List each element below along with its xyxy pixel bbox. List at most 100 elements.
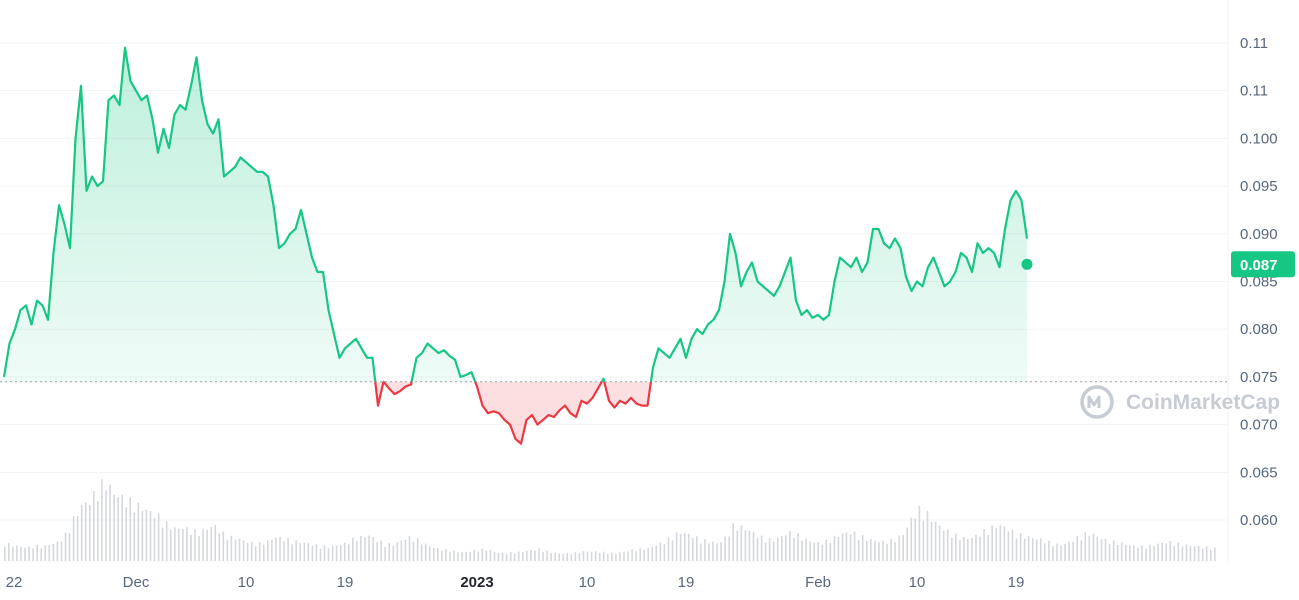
volume-bar [841,533,844,561]
volume-bar [866,541,868,561]
volume-bar [28,546,30,561]
volume-bar [348,544,350,561]
volume-bar [768,538,771,561]
volume-bar [97,501,99,561]
price-area [4,47,1027,444]
volume-bar [513,553,516,561]
volume-bar [485,550,488,561]
volume-bar [497,552,500,561]
volume-bar [837,537,840,561]
volume-bar [149,511,152,561]
volume-bar [352,537,354,561]
volume-bar [234,539,237,561]
volume-bar [186,527,188,561]
volume-bar [1092,533,1095,561]
volume-bar [1210,549,1212,561]
volume-bar [230,535,233,561]
volume-bar [878,542,880,561]
volume-bar [918,506,921,561]
volume-bar [971,538,973,561]
volume-bar [785,535,787,561]
volume-bar [611,552,613,561]
volume-bar [975,534,977,561]
volume-bar [955,533,957,561]
volume-bar [267,540,269,561]
volume-bar [291,544,293,561]
volume-bar [550,552,552,561]
area-fill-above-baseline [4,47,1027,382]
volume-bar [959,540,961,561]
volume-bar [566,552,569,561]
volume-bar [655,545,658,561]
volume-bar [821,544,824,561]
volume-bar [1185,544,1188,561]
x-tick-label: 10 [909,574,926,591]
volume-bar [190,535,192,561]
y-tick-label: 0.065 [1240,464,1278,481]
volume-bar [72,516,75,561]
volume-bar [934,521,937,561]
volume-bar [20,546,22,561]
volume-bar [874,540,876,561]
volume-bar [117,497,119,561]
volume-bar [534,550,536,561]
coinmarketcap-logo-icon [1080,385,1114,419]
volume-bar [52,543,55,561]
volume-bar [882,540,884,561]
volume-bar [93,491,95,561]
volume-bar [76,515,79,561]
volume-bar [1031,538,1034,561]
volume-bar [647,547,649,561]
volume-bar [493,551,496,561]
volume-bar [623,551,625,561]
volume-bar [938,525,941,561]
volume-bar [258,542,261,561]
volume-bar [748,530,751,561]
volume-bar [1044,543,1046,561]
volume-bar [1096,536,1099,561]
volume-bar [137,502,140,561]
volume-bar [667,537,670,561]
volume-bar [222,531,225,561]
x-tick-label: Feb [805,574,831,591]
volume-bar [210,526,212,561]
volume-bar [323,545,326,561]
volume-bar [1116,545,1119,561]
volume-bar [906,527,908,561]
volume-bar [833,535,836,561]
volume-bar [404,539,407,561]
volume-bar [805,538,807,561]
volume-bar [343,542,346,561]
volume-bar [32,548,34,561]
volume-bar [1161,542,1163,561]
volume-bar [813,542,815,561]
current-price-marker: 0.087 [1021,251,1295,278]
volume-bar [218,533,221,561]
volume-bar [165,521,168,561]
volume-bar [1084,532,1087,561]
volume-bar [428,546,431,561]
volume-bar [433,547,435,561]
volume-bar [303,542,306,561]
volume-bar [198,536,200,561]
volume-bar [420,544,423,561]
price-line-above-baseline [2,46,1029,382]
volume-bar [145,509,148,561]
volume-bar [910,517,913,561]
volume-bar [987,534,989,561]
volume-bar [182,529,184,561]
volume-bar [24,547,26,561]
volume-bar [930,521,933,561]
volume-bar [400,540,403,561]
volume-bar [724,536,726,561]
volume-bar [886,543,888,561]
volume-bar [1214,547,1216,561]
y-tick-label: 0.100 [1240,130,1278,147]
y-tick-label: 0.080 [1240,321,1278,338]
volume-bar [226,540,229,561]
volume-bar [902,535,904,561]
volume-bar [1112,540,1115,561]
volume-bar [424,543,427,561]
volume-bar [469,552,471,561]
